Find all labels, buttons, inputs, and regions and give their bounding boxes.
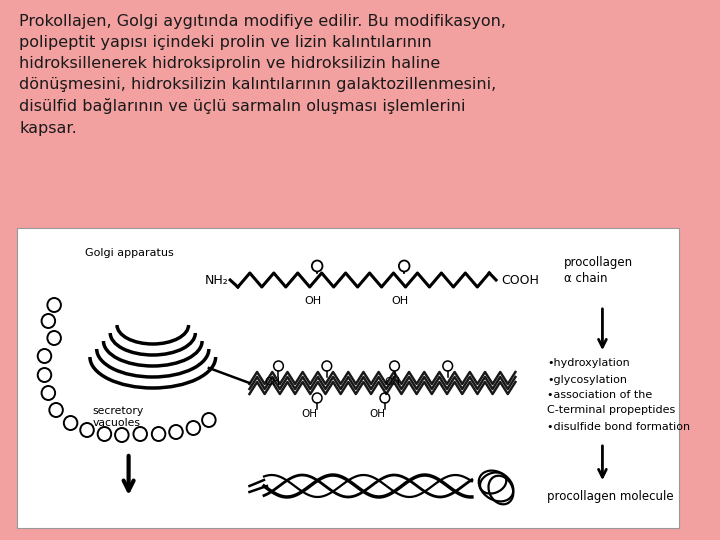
Text: OH: OH <box>265 377 281 387</box>
Text: OH: OH <box>392 296 409 306</box>
Text: OH: OH <box>384 377 400 387</box>
Text: •association of the: •association of the <box>547 390 652 400</box>
Text: OH: OH <box>302 409 318 419</box>
Text: OH: OH <box>305 296 322 306</box>
Text: OH: OH <box>369 409 385 419</box>
Text: procollagen molecule: procollagen molecule <box>547 490 674 503</box>
Text: Golgi apparatus: Golgi apparatus <box>85 248 174 258</box>
Text: •disulfide bond formation: •disulfide bond formation <box>547 422 690 432</box>
Text: NH₂: NH₂ <box>204 273 228 287</box>
Text: •glycosylation: •glycosylation <box>547 375 627 385</box>
Text: C-terminal propeptides: C-terminal propeptides <box>547 405 675 415</box>
Text: secretory
vacuoles: secretory vacuoles <box>93 406 144 428</box>
Bar <box>17 228 679 528</box>
Text: procollagen
α chain: procollagen α chain <box>564 256 633 285</box>
Text: •hydroxylation: •hydroxylation <box>547 358 630 368</box>
Text: COOH: COOH <box>501 273 539 287</box>
Text: Prokollajen, Golgi aygıtında modifiye edilir. Bu modifikasyon,
polipeptit yapısı: Prokollajen, Golgi aygıtında modifiye ed… <box>19 14 506 136</box>
